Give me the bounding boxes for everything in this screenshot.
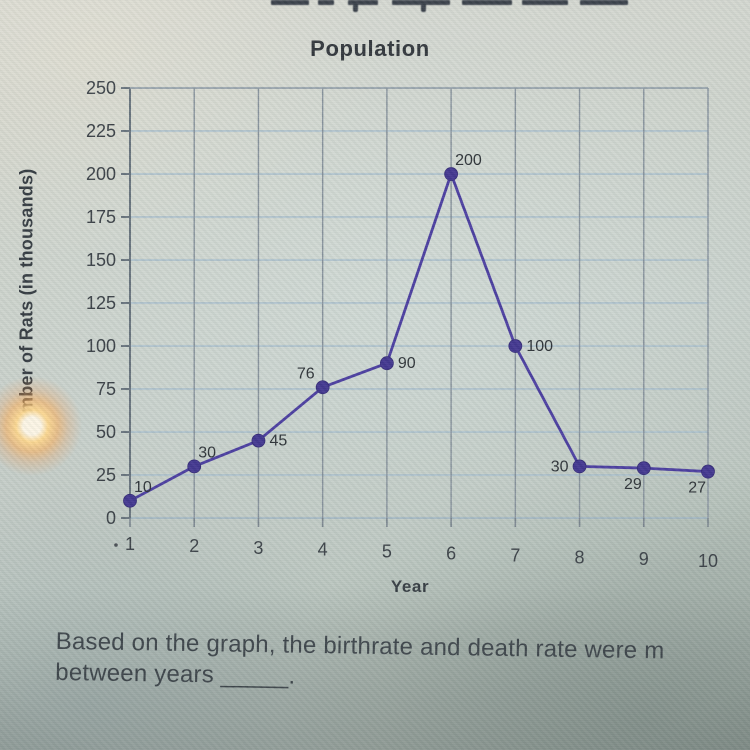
population-line (128, 172, 710, 503)
text-fragment-mark (522, 0, 568, 5)
y-tick-label: 250 (86, 78, 116, 98)
text-fragment-mark (318, 0, 334, 5)
text-fragment-mark (348, 0, 378, 5)
y-tick-label: 0 (106, 508, 116, 528)
y-tick-label: 75 (96, 379, 116, 399)
text-fragment-mark (271, 0, 309, 5)
point-label: 10 (134, 479, 152, 496)
data-point (636, 461, 651, 476)
text-fragment-mark (353, 3, 358, 12)
y-tick-label: 125 (86, 293, 116, 313)
x-tick-label: 5 (382, 542, 392, 562)
point-label: 30 (551, 458, 569, 475)
text-fragment-mark (580, 0, 628, 5)
point-label: 76 (297, 365, 315, 382)
data-point (508, 339, 523, 353)
x-tick-label: 10 (698, 551, 718, 571)
y-tick-label: 50 (96, 422, 116, 442)
x-tick-label: 2 (189, 536, 199, 556)
y-tick-label: 175 (86, 207, 116, 227)
x-tick-label: 6 (446, 544, 456, 564)
data-point (315, 380, 330, 395)
point-label: 45 (269, 433, 287, 450)
y-tick-label: 100 (86, 336, 116, 356)
data-point (379, 356, 394, 371)
x-axis-title: Year (390, 577, 430, 596)
camera-glare-spot (0, 376, 82, 476)
x-tick-label: 9 (639, 549, 649, 569)
question-text: Based on the graph, the birthrate and de… (0, 625, 750, 700)
dust-speck (114, 543, 118, 547)
point-label: 30 (198, 444, 216, 461)
point-label: 29 (624, 476, 642, 493)
x-tick-label: 8 (575, 547, 585, 567)
y-tick-label: 200 (86, 164, 116, 184)
data-point (444, 167, 459, 181)
y-tick-label: 150 (86, 250, 116, 270)
point-label: 90 (398, 355, 416, 372)
x-tick-label: 1 (125, 534, 135, 554)
point-label: 100 (526, 338, 553, 355)
data-point (187, 459, 202, 474)
data-point (251, 433, 266, 448)
x-tick-label: 4 (318, 540, 328, 560)
text-fragment-mark (462, 0, 512, 5)
cropped-text-fragment (0, 0, 750, 14)
point-label: 27 (688, 480, 706, 497)
text-fragment-mark (392, 0, 450, 5)
data-point (701, 464, 715, 479)
x-tick-label: 7 (510, 545, 520, 565)
point-label: 200 (455, 152, 482, 169)
chart-title: Population (310, 36, 430, 61)
x-tick-label: 3 (253, 538, 263, 558)
y-tick-label: 225 (86, 121, 116, 141)
data-point (123, 493, 137, 508)
text-fragment-mark (421, 3, 426, 12)
y-tick-label: 25 (96, 465, 116, 485)
data-point (572, 459, 587, 474)
